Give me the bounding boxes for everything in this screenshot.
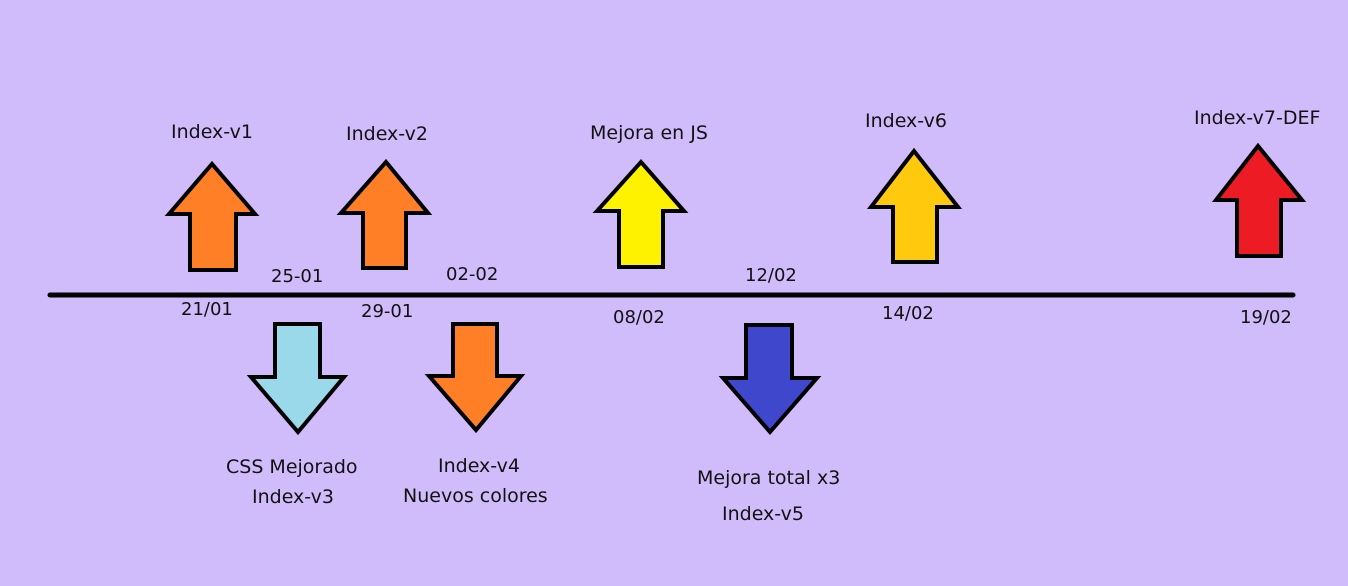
label-js: Mejora en JS [590, 122, 708, 144]
arrow-down-v4 [424, 322, 526, 434]
date-js: 08/02 [613, 307, 665, 328]
arrow-up-v2 [336, 158, 433, 270]
arrow-up-v7 [1211, 142, 1307, 258]
arrow-up-js [592, 158, 689, 269]
label-v1: Index-v1 [171, 121, 253, 143]
label-v3-line1: CSS Mejorado [226, 456, 358, 478]
label-v5-line1: Mejora total x3 [697, 467, 841, 489]
label-v4-line2: Nuevos colores [403, 485, 548, 507]
date-v2: 29-01 [361, 301, 414, 322]
label-v4-line1: Index-v4 [438, 455, 520, 477]
arrow-up-v1 [164, 160, 260, 272]
arrow-up-v6 [866, 147, 963, 264]
date-v7: 19/02 [1240, 307, 1292, 328]
date-v1: 21/01 [181, 299, 233, 320]
label-v5-line2: Index-v5 [722, 503, 804, 525]
label-v2: Index-v2 [346, 123, 428, 145]
label-v3-line2: Index-v3 [252, 486, 334, 508]
date-v5: 12/02 [745, 265, 797, 286]
date-v4: 02-02 [446, 264, 499, 285]
label-v7: Index-v7-DEF [1194, 107, 1321, 129]
date-v6: 14/02 [882, 303, 934, 324]
arrow-down-v3 [246, 322, 349, 436]
date-v3: 25-01 [271, 266, 324, 287]
label-v6: Index-v6 [865, 110, 947, 132]
arrow-down-v5 [718, 323, 822, 436]
